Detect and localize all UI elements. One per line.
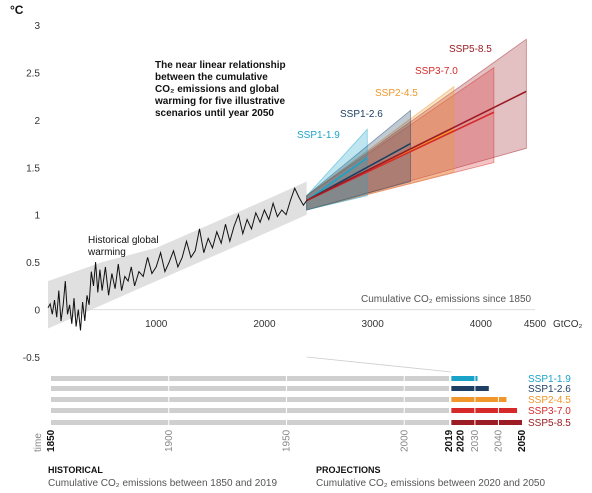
timeline-label-ssp2-4.5: SSP2-4.5: [528, 395, 571, 406]
x-tick-label: 3000: [362, 319, 385, 330]
y-tick-label: 3: [34, 21, 40, 32]
projections-caption: Cumulative CO₂ emissions between 2020 an…: [316, 478, 545, 489]
y-tick-label: -0.5: [23, 353, 41, 364]
historical-heading: HISTORICAL: [48, 465, 103, 475]
projection-bar-ssp2-4.5: [451, 397, 507, 402]
annotation-line-2: between the cumulative: [155, 72, 268, 83]
y-tick-label: 0: [34, 306, 40, 317]
x-tick-label: 4000: [470, 319, 493, 330]
y-tick-label: 2: [34, 116, 40, 127]
label-ssp5-8.5: SSP5-8.5: [449, 44, 492, 55]
historical-label-line-2: warming: [87, 247, 126, 258]
year-tick-label: 1950: [282, 429, 293, 452]
x-tick-label: 2000: [253, 319, 276, 330]
historical-caption: Cumulative CO₂ emissions between 1850 an…: [48, 478, 277, 489]
timeline-year-ticks: 1850 1900 1950 2000 2019 2020 2030 2040 2050: [46, 372, 528, 452]
year-tick-label: 2030: [470, 429, 481, 452]
historical-warming-line: [47, 186, 308, 331]
annotation-line-4: warming for five illustrative: [154, 96, 285, 107]
x-axis-note: Cumulative CO₂ emissions since 1850: [361, 294, 532, 305]
x-tick-label: 4500: [524, 319, 547, 330]
label-ssp3-7.0: SSP3-7.0: [415, 66, 458, 77]
annotation-line-5: scenarios until year 2050: [155, 108, 274, 119]
year-tick-label: 2040: [493, 429, 504, 452]
historical-label-line-1: Historical global: [88, 235, 159, 246]
timeline-label-ssp5-8.5: SSP5-8.5: [528, 418, 571, 429]
y-tick-label: 0.5: [26, 258, 40, 269]
historical-bar: [51, 386, 449, 391]
annotation-line-3: CO₂ emissions and global: [155, 84, 279, 95]
label-ssp1-1.9: SSP1-1.9: [297, 130, 340, 141]
year-tick-label: 1850: [46, 429, 57, 452]
timeline-chart: 1850 1900 1950 2000 2019 2020 2030 2040 2050 SSP…: [33, 356, 571, 489]
projection-bar-ssp1-2.6: [451, 386, 489, 391]
timeline-label-ssp3-7.0: SSP3-7.0: [528, 406, 571, 417]
year-tick-label: 2019: [444, 429, 455, 452]
warming-chart: -0.5 0 0.5 1 1.5 2 2.5 3 1000 2000 3000 4000 4500 S…: [10, 3, 583, 364]
annotation-line-1: The near linear relationship: [155, 60, 286, 71]
year-tick-label: 2020: [455, 429, 466, 452]
projection-bar-ssp5-8.5: [451, 420, 522, 425]
y-tick-label: 2.5: [26, 68, 40, 79]
historical-band: [48, 181, 307, 329]
x-tick-label: 1000: [145, 319, 168, 330]
line-ssp5-8.5: [306, 90, 527, 202]
year-tick-label: 2050: [517, 429, 528, 452]
annotation: The near linear relationship between the…: [154, 60, 286, 119]
projection-bar-ssp3-7.0: [451, 408, 518, 413]
band-ssp1-1.9: [306, 128, 368, 211]
year-tick-label: 2000: [399, 429, 410, 452]
historical-uncertainty-band: [48, 181, 307, 329]
label-ssp1-2.6: SSP1-2.6: [340, 109, 383, 120]
historical-bar: [51, 376, 449, 381]
projections-heading: PROJECTIONS: [316, 465, 381, 475]
time-label: time: [33, 433, 44, 452]
label-ssp2-4.5: SSP2-4.5: [375, 88, 418, 99]
historical-bar: [51, 420, 449, 425]
y-tick-label: 1: [34, 211, 40, 222]
y-axis-unit: °C: [10, 3, 24, 17]
y-tick-label: 1.5: [26, 163, 40, 174]
y-axis-ticks: -0.5 0 0.5 1 1.5 2 2.5 3: [23, 21, 41, 364]
historical-bar: [51, 408, 449, 413]
line-ssp1-1.9: [306, 157, 368, 202]
historical-line: [47, 186, 308, 331]
year-tick-label: 1900: [164, 429, 175, 452]
scenario-lines: [306, 90, 527, 202]
projection-bar-ssp1-1.9: [451, 376, 478, 381]
x-axis-unit: GtCO₂: [553, 319, 583, 330]
guide-line: [306, 356, 452, 373]
historical-bar: [51, 397, 449, 402]
x-axis-ticks: 1000 2000 3000 4000 4500: [145, 319, 546, 330]
timeline-bars: [51, 356, 522, 425]
timeline-label-ssp1-2.6: SSP1-2.6: [528, 384, 571, 395]
timeline-label-ssp1-1.9: SSP1-1.9: [528, 374, 571, 385]
